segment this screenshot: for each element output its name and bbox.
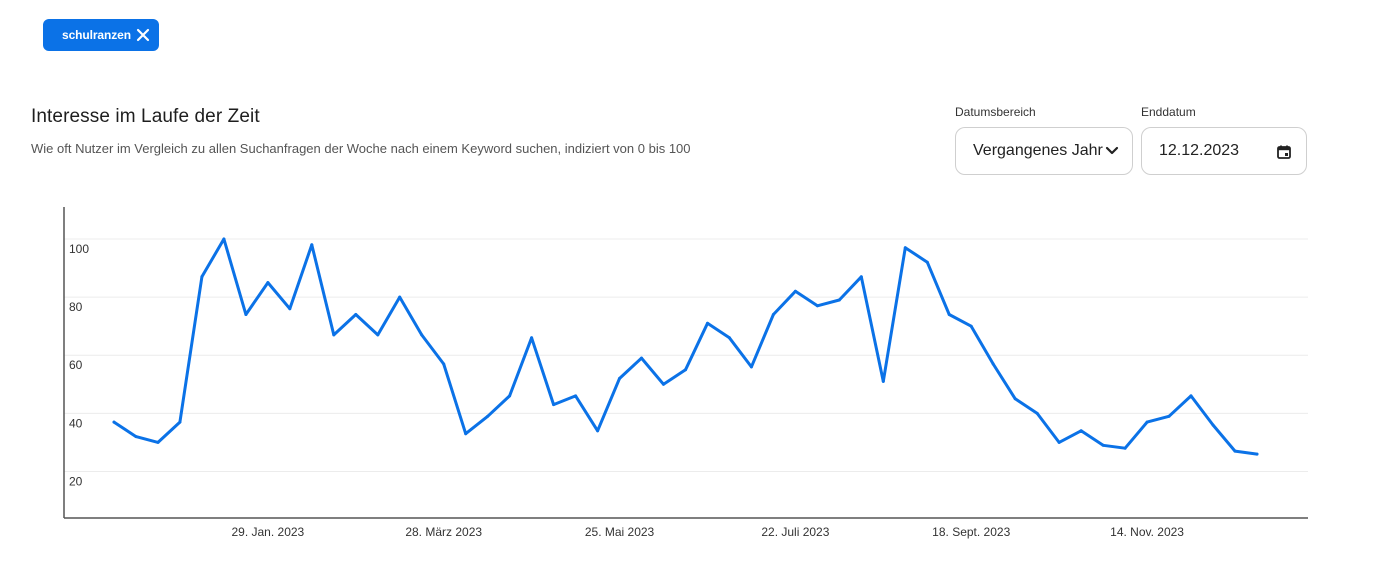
data-point <box>266 281 270 285</box>
data-point <box>530 336 534 340</box>
chevron-down-icon <box>1105 146 1119 155</box>
data-point <box>1255 452 1259 456</box>
series-line <box>112 237 1259 456</box>
data-point <box>1101 443 1105 447</box>
data-point <box>354 313 358 316</box>
data-point <box>200 275 204 279</box>
data-point <box>727 336 731 340</box>
data-point <box>1035 411 1039 415</box>
data-point <box>398 295 402 299</box>
data-point <box>1013 397 1017 401</box>
data-point <box>1167 414 1171 418</box>
data-point <box>134 435 138 439</box>
chart-title: Interesse im Laufe der Zeit <box>31 106 260 127</box>
data-point <box>1057 440 1061 444</box>
data-point <box>1189 394 1193 398</box>
data-point <box>112 420 116 424</box>
data-point <box>464 432 468 436</box>
x-tick-label: 14. Nov. 2023 <box>1110 525 1184 539</box>
data-point <box>442 362 446 366</box>
data-point <box>837 298 841 302</box>
y-tick-label: 40 <box>69 416 83 430</box>
y-tick-label: 100 <box>69 242 89 256</box>
data-point <box>222 237 226 241</box>
data-point <box>1079 429 1083 433</box>
data-point <box>662 382 665 386</box>
data-point <box>332 333 336 337</box>
data-point <box>486 414 490 418</box>
data-point <box>156 440 160 444</box>
data-point <box>244 313 248 316</box>
close-icon[interactable] <box>136 28 150 42</box>
data-point <box>508 394 512 398</box>
x-tick-label: 25. Mai 2023 <box>585 525 655 539</box>
data-point <box>947 313 951 316</box>
data-point <box>640 356 643 360</box>
data-point <box>178 420 182 424</box>
y-tick-label: 60 <box>69 358 83 372</box>
x-tick-label: 28. März 2023 <box>405 525 482 539</box>
data-point <box>1211 423 1215 427</box>
data-point <box>1123 446 1127 450</box>
data-point <box>749 365 753 369</box>
data-point <box>991 362 995 366</box>
x-tick-label: 22. Juli 2023 <box>761 525 829 539</box>
data-point <box>1233 449 1237 453</box>
end-date-input[interactable]: 12.12.2023 <box>1141 127 1307 175</box>
data-point <box>881 379 885 383</box>
data-point <box>288 307 292 311</box>
x-tick-label: 29. Jan. 2023 <box>231 525 304 539</box>
data-point <box>1145 420 1149 424</box>
data-point <box>596 429 600 433</box>
data-point <box>420 333 424 337</box>
data-point <box>552 403 556 407</box>
data-point <box>684 368 687 372</box>
data-point <box>859 275 863 279</box>
end-date-value: 12.12.2023 <box>1159 142 1240 159</box>
data-point <box>574 394 578 398</box>
date-range-select[interactable]: Vergangenes Jahr <box>955 127 1133 175</box>
calendar-icon[interactable] <box>1276 144 1292 160</box>
keyword-chip-label: schulranzen <box>62 28 131 42</box>
date-range-value: Vergangenes Jahr <box>973 142 1103 159</box>
y-tick-label: 80 <box>69 300 83 314</box>
data-point <box>925 260 929 264</box>
data-point <box>903 246 907 250</box>
chart-gridlines <box>64 238 1308 472</box>
data-point <box>771 313 775 316</box>
data-point <box>706 321 709 325</box>
chart-subtitle: Wie oft Nutzer im Vergleich zu allen Suc… <box>31 141 691 156</box>
data-point <box>376 333 380 337</box>
data-point <box>815 304 819 308</box>
date-range-label: Datumsbereich <box>955 105 1036 119</box>
data-point <box>310 243 314 247</box>
data-point <box>618 377 621 380</box>
series-points <box>112 237 1259 456</box>
keyword-chip[interactable]: schulranzen <box>43 19 159 51</box>
x-tick-label: 18. Sept. 2023 <box>932 525 1010 539</box>
end-date-label: Enddatum <box>1141 105 1196 119</box>
data-point <box>969 324 973 328</box>
y-tick-label: 20 <box>69 474 83 488</box>
data-point <box>793 289 797 293</box>
